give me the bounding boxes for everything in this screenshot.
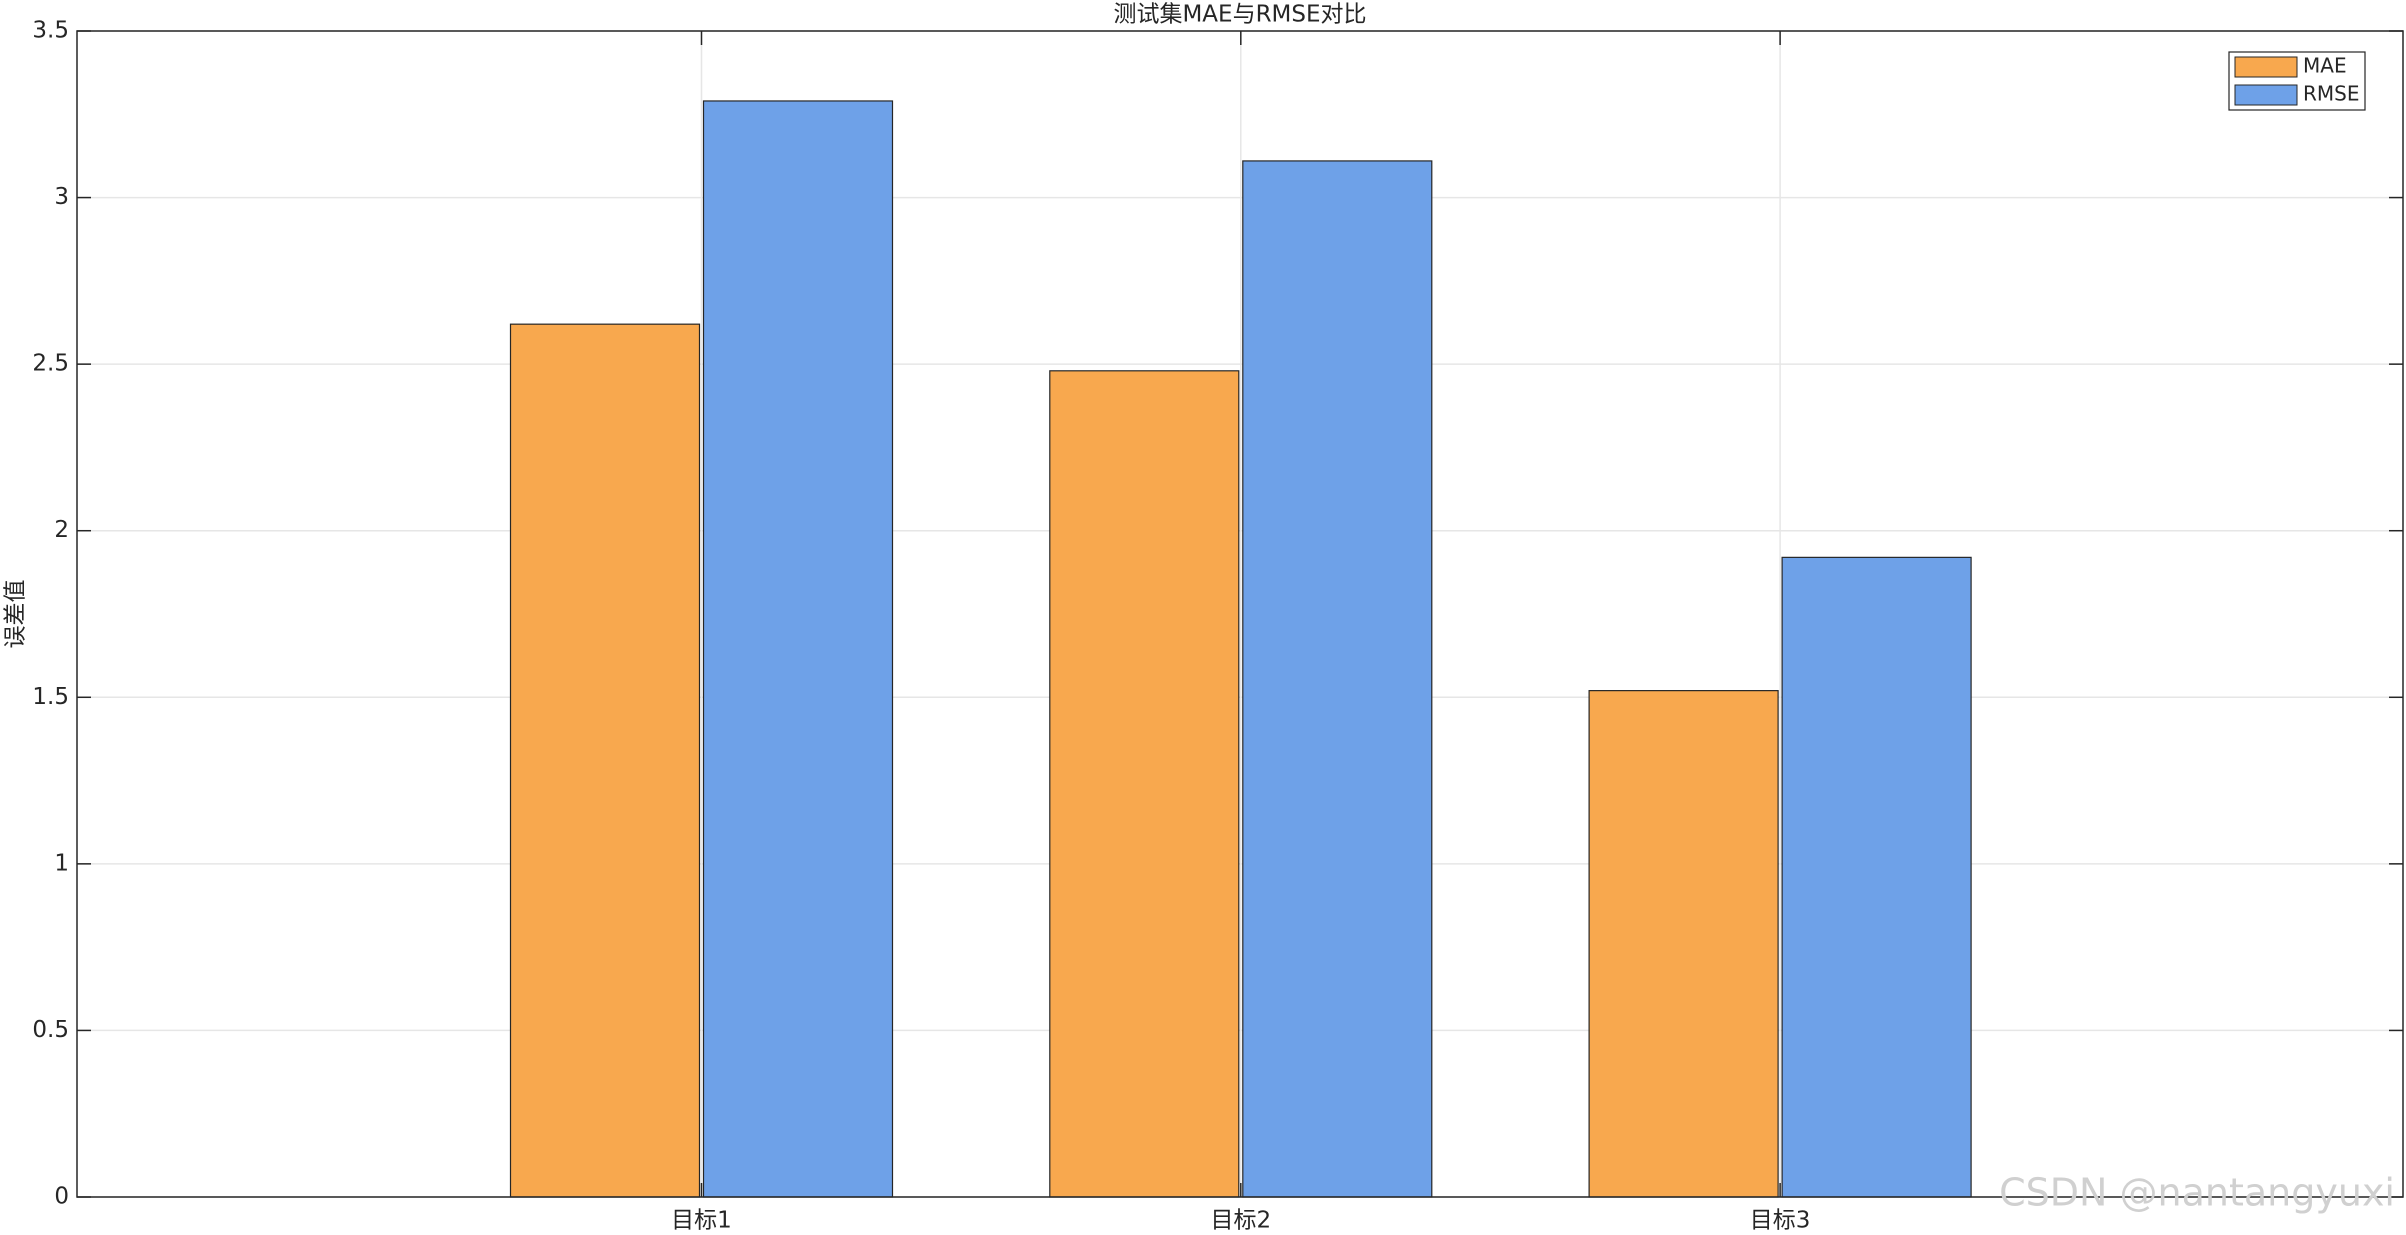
legend-label: MAE [2303, 54, 2347, 78]
watermark: CSDN @nantangyuxi [1999, 1171, 2395, 1215]
y-tick-label: 3 [54, 184, 69, 210]
bar [1242, 160, 1433, 1198]
legend-label: RMSE [2303, 82, 2359, 106]
y-tick-label: 2 [54, 517, 69, 543]
y-tick-label: 0.5 [32, 1017, 69, 1043]
x-tick-label: 目标2 [1210, 1208, 1271, 1234]
y-tick-label: 3.5 [32, 18, 69, 44]
y-tick-label: 0 [54, 1184, 69, 1210]
bar [1049, 370, 1240, 1198]
y-tick-label: 2.5 [32, 351, 69, 377]
bar [1781, 556, 1972, 1198]
y-axis-label: 误差值 [3, 580, 29, 649]
legend-swatch [2234, 56, 2298, 78]
y-tick-label: 1 [54, 850, 69, 876]
bar [702, 100, 894, 1198]
x-tick-label: 目标1 [671, 1208, 732, 1234]
x-tick-label: 目标3 [1750, 1208, 1811, 1234]
plot-frame [76, 30, 2404, 1198]
bar [509, 323, 701, 1198]
y-tick-label: 1.5 [32, 684, 69, 710]
chart-title: 测试集MAE与RMSE对比 [1113, 2, 1366, 28]
legend-swatch [2234, 84, 2298, 106]
bar [1588, 690, 1779, 1198]
